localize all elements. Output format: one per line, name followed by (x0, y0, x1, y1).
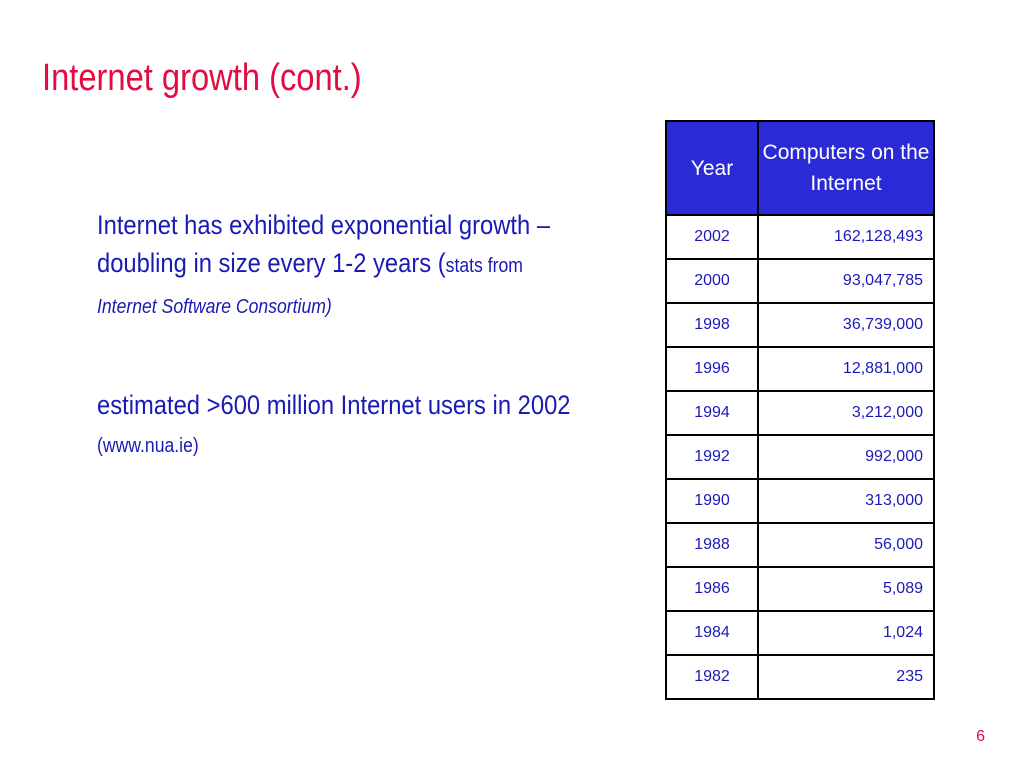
cell-year: 1994 (665, 390, 759, 436)
table-row: 1988 56,000 (665, 522, 935, 568)
table-body: 2002 162,128,493 2000 93,047,785 1998 36,73… (665, 214, 935, 700)
cell-year: 1990 (665, 478, 759, 524)
cell-computers: 93,047,785 (757, 258, 935, 304)
bullet-growth-source-org: Internet Software Consortium) (97, 296, 332, 318)
cell-year: 1982 (665, 654, 759, 700)
bullet-growth-source: stats from (445, 255, 523, 277)
cell-computers: 5,089 (757, 566, 935, 612)
cell-computers: 992,000 (757, 434, 935, 480)
bullet-users: estimated >600 million Internet users in… (97, 386, 590, 465)
cell-computers: 36,739,000 (757, 302, 935, 348)
table-row: 1986 5,089 (665, 566, 935, 612)
page-number: 6 (976, 728, 985, 745)
bullet-list: Internet has exhibited exponential growt… (97, 206, 590, 465)
table-row: 1982 235 (665, 654, 935, 700)
cell-year: 1984 (665, 610, 759, 656)
cell-computers: 313,000 (757, 478, 935, 524)
cell-computers: 56,000 (757, 522, 935, 568)
cell-year: 1992 (665, 434, 759, 480)
bullet-growth: Internet has exhibited exponential growt… (97, 206, 590, 326)
cell-year: 2002 (665, 214, 759, 260)
cell-year: 2000 (665, 258, 759, 304)
cell-year: 1986 (665, 566, 759, 612)
table-row: 1992 992,000 (665, 434, 935, 480)
header-computers: Computers on the Internet (757, 120, 935, 216)
table-row: 2000 93,047,785 (665, 258, 935, 304)
table-header-row: Year Computers on the Internet (665, 120, 935, 216)
cell-computers: 1,024 (757, 610, 935, 656)
cell-computers: 3,212,000 (757, 390, 935, 436)
header-year: Year (665, 120, 759, 216)
slide-title: Internet growth (cont.) (42, 57, 362, 99)
table-row: 1994 3,212,000 (665, 390, 935, 436)
table-row: 1984 1,024 (665, 610, 935, 656)
table-row: 1998 36,739,000 (665, 302, 935, 348)
cell-computers: 162,128,493 (757, 214, 935, 260)
cell-year: 1988 (665, 522, 759, 568)
internet-growth-table: Year Computers on the Internet 2002 162,1… (665, 120, 935, 700)
cell-year: 1996 (665, 346, 759, 392)
bullet-users-text: estimated >600 million Internet users in… (97, 390, 571, 420)
table-row: 1996 12,881,000 (665, 346, 935, 392)
cell-year: 1998 (665, 302, 759, 348)
bullet-growth-text: Internet has exhibited exponential growt… (97, 210, 551, 278)
table-row: 1990 313,000 (665, 478, 935, 524)
cell-computers: 12,881,000 (757, 346, 935, 392)
bullet-users-source: (www.nua.ie) (97, 435, 199, 457)
cell-computers: 235 (757, 654, 935, 700)
table-row: 2002 162,128,493 (665, 214, 935, 260)
